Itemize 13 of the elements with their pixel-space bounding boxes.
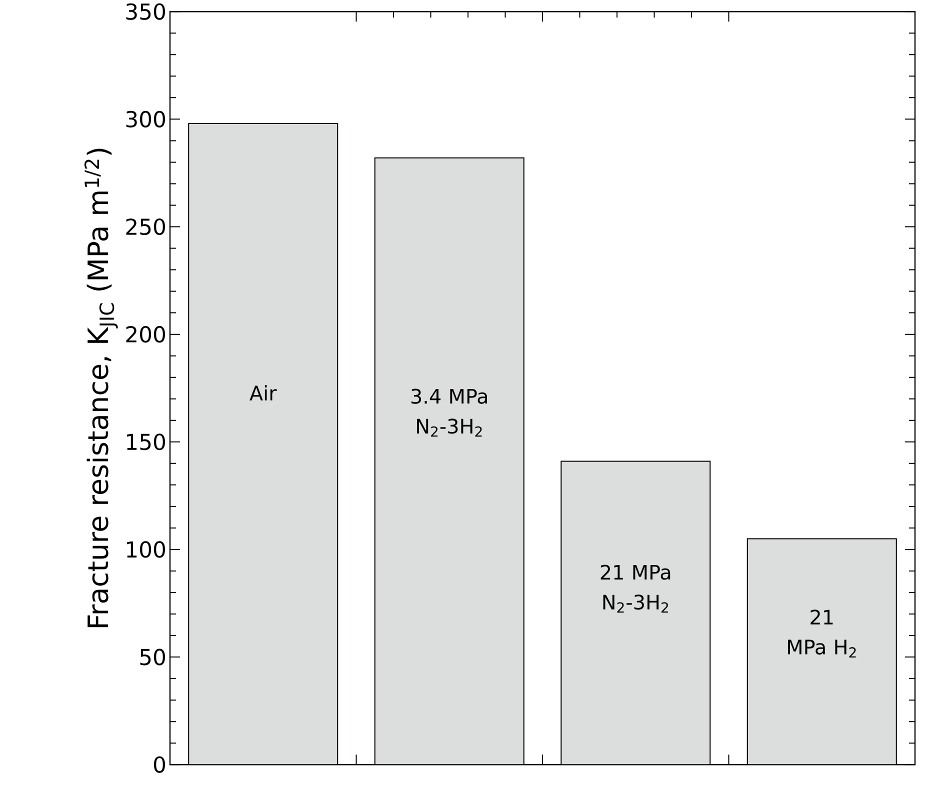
x-tick-label: 21 MPa H$_{2}$ bbox=[788, 610, 856, 658]
y-tick-label: 0 bbox=[154, 756, 166, 774]
y-tick-label: 100 bbox=[127, 541, 166, 558]
x-tick-label: 3.4 MPa N$_{2}$-3H$_{2}$ bbox=[411, 388, 488, 437]
y-tick-label: 200 bbox=[126, 326, 166, 343]
y-axis-title: Fracture resistance, K$_{JIC}$ (MPa m$^{1/2}$) bbox=[84, 148, 118, 628]
y-tick-label: 300 bbox=[126, 111, 166, 128]
y-tick-label: 50 bbox=[140, 648, 166, 666]
y-tick-label: 250 bbox=[126, 218, 166, 236]
x-tick-label: Air bbox=[250, 385, 277, 401]
y-tick-label: 150 bbox=[127, 434, 166, 450]
y-tick-label: 350 bbox=[126, 4, 166, 20]
x-tick-label: 21 MPa N$_{2}$-3H$_{2}$ bbox=[600, 564, 670, 613]
